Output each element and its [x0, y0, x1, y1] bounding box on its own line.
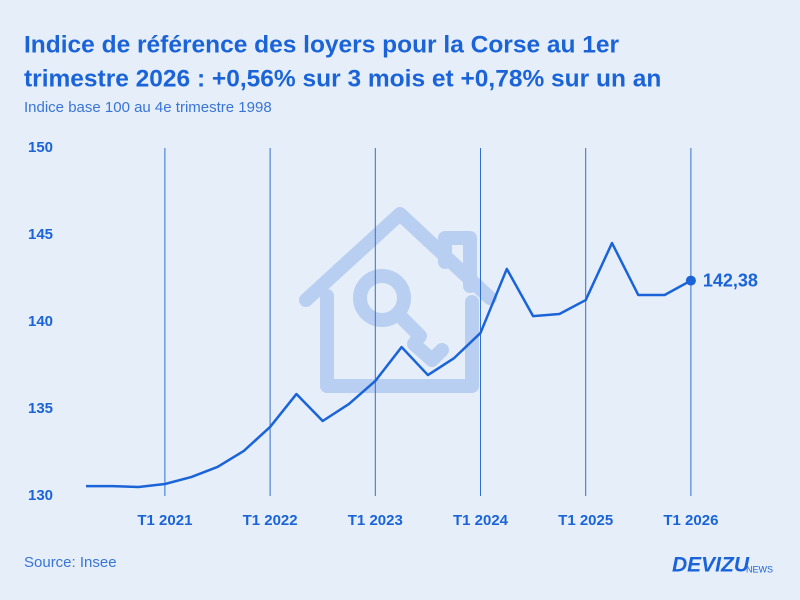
y-tick-label: 150 — [28, 139, 53, 156]
x-tick-label: T1 2026 — [663, 512, 718, 529]
y-tick-label: 135 — [28, 400, 53, 417]
house-icon — [299, 207, 497, 393]
y-tick-label: 145 — [28, 226, 53, 243]
chart-subtitle: Indice base 100 au 4e trimestre 1998 — [24, 99, 272, 116]
brand: DEVIZU — [672, 554, 750, 577]
point — [685, 275, 696, 286]
data-line — [86, 241, 692, 489]
y-tick-label: 140 — [28, 313, 53, 330]
source: Source: Insee — [24, 554, 117, 571]
x-tick-label: T1 2025 — [558, 512, 613, 529]
y-tick-label: 130 — [28, 487, 53, 504]
x-tick-label: T1 2023 — [348, 512, 403, 529]
chart-title: Indice de référence des loyers pour la C… — [24, 31, 620, 58]
chart-title: trimestre 2026 : +0,56% sur 3 mois et +0… — [24, 65, 661, 92]
brand-suffix: NEWS — [746, 564, 773, 574]
x-tick-label: T1 2024 — [453, 512, 509, 529]
x-tick-label: T1 2021 — [137, 512, 192, 529]
value-label: 142,38 — [703, 270, 758, 290]
x-tick-label: T1 2022 — [243, 512, 298, 529]
